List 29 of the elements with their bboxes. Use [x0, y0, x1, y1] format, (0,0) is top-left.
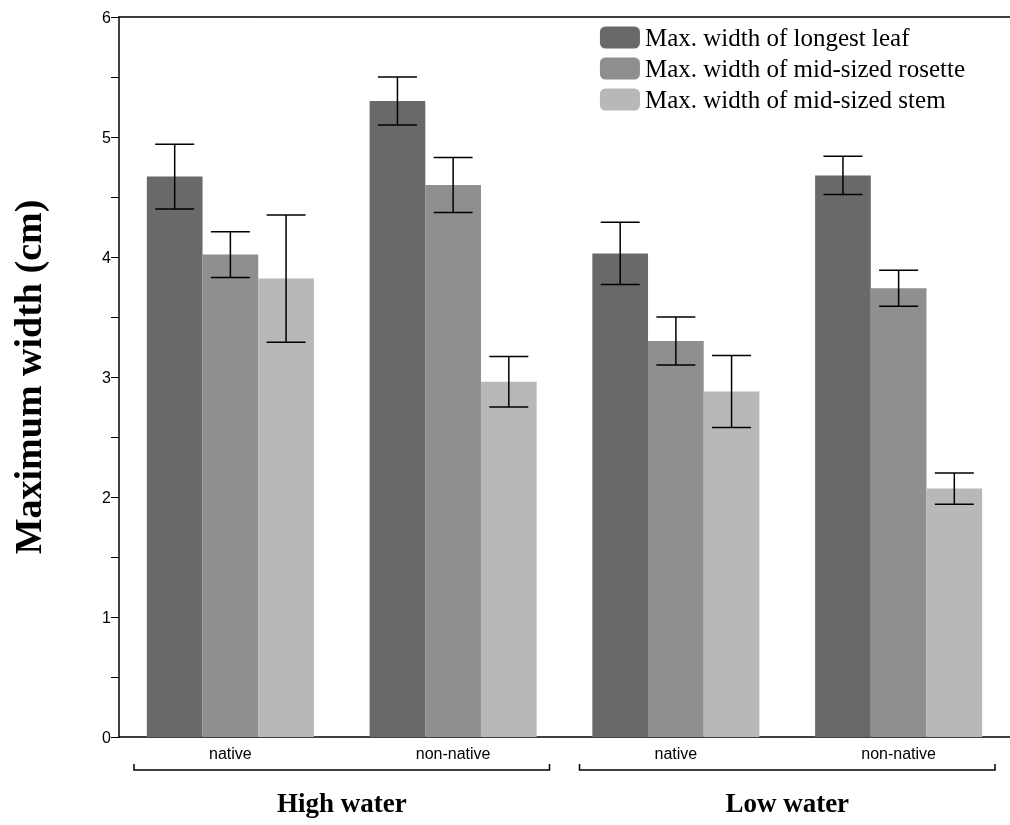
bar [592, 253, 649, 737]
y-tick-label: 2 [102, 488, 112, 506]
x-tick-label: native [654, 744, 698, 762]
x-tick-label: non-native [861, 744, 937, 762]
bar [870, 288, 927, 737]
y-axis-title: Maximum width (cm) [7, 199, 50, 555]
text: High water [276, 788, 407, 818]
x-tick-label: non-native [415, 744, 491, 762]
y-tick-label: 3 [102, 368, 112, 386]
bar [258, 278, 314, 737]
bar [648, 341, 704, 737]
y-tick-label: 0 [102, 728, 112, 746]
y-tick-label: 1 [102, 608, 112, 626]
bar [202, 254, 259, 737]
legend-label: Max. width of mid-sized rosette [644, 55, 966, 82]
legend-label: Max. width of longest leaf [644, 24, 911, 51]
y-tick-label: 6 [102, 8, 112, 26]
y-tick-label: 4 [102, 248, 112, 266]
x-tick-label: native [209, 744, 252, 762]
bar [926, 488, 983, 737]
bar [425, 185, 481, 737]
bar [815, 175, 871, 737]
bar [480, 381, 537, 737]
bar [369, 101, 426, 737]
y-tick-label: 5 [102, 128, 112, 146]
legend-label: Max. width of mid-sized stem [644, 86, 947, 113]
bar [146, 176, 203, 737]
bar [703, 391, 760, 737]
text: Low water [725, 788, 850, 818]
